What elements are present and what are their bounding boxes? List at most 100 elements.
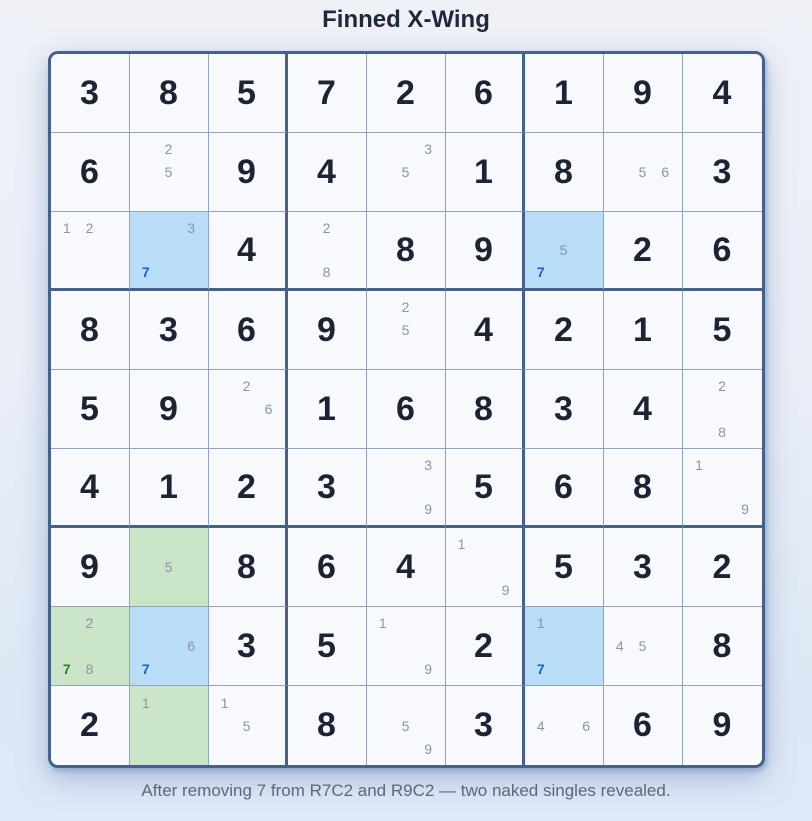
cell-r4c2[interactable]: 3 bbox=[129, 291, 209, 370]
given-digit: 9 bbox=[80, 547, 99, 586]
cell-r1c6[interactable]: 6 bbox=[445, 54, 525, 133]
given-digit: 4 bbox=[317, 152, 336, 191]
given-digit: 2 bbox=[237, 467, 256, 506]
cell-r9c4[interactable]: 8 bbox=[287, 686, 367, 765]
cell-r3c8[interactable]: 2 bbox=[603, 212, 683, 291]
cell-r1c7[interactable]: 1 bbox=[524, 54, 604, 133]
cell-r6c8[interactable]: 8 bbox=[603, 449, 683, 528]
cell-r8c9[interactable]: 8 bbox=[682, 607, 762, 686]
given-digit: 5 bbox=[237, 73, 256, 112]
cell-r4c9[interactable]: 5 bbox=[682, 291, 762, 370]
cell-r5c8[interactable]: 4 bbox=[603, 370, 683, 449]
cell-r7c3[interactable]: 8 bbox=[208, 528, 288, 607]
given-digit: 9 bbox=[712, 706, 732, 744]
cell-r3c3[interactable]: 4 bbox=[208, 212, 288, 291]
cell-r6c1[interactable]: 4 bbox=[50, 449, 130, 528]
cell-r3c9[interactable]: 6 bbox=[682, 212, 762, 291]
cell-r4c4[interactable]: 9 bbox=[287, 291, 367, 370]
cell-r6c6[interactable]: 5 bbox=[445, 449, 525, 528]
cell-r2c7[interactable]: 8 bbox=[524, 133, 604, 212]
cell-r4c7[interactable]: 2 bbox=[524, 291, 604, 370]
cell-r7c5[interactable]: 4 bbox=[366, 528, 446, 607]
cell-r8c3[interactable]: 3 bbox=[208, 607, 288, 686]
cell-r3c6[interactable]: 9 bbox=[445, 212, 525, 291]
cell-r9c6[interactable]: 3 bbox=[445, 686, 525, 765]
given-digit: 2 bbox=[554, 310, 573, 349]
cell-r1c8[interactable]: 9 bbox=[603, 54, 683, 133]
cell-r9c1[interactable]: 2 bbox=[50, 686, 130, 765]
cell-r2c1[interactable]: 6 bbox=[50, 133, 130, 212]
cell-r7c1[interactable]: 9 bbox=[50, 528, 130, 607]
cell-r9c9[interactable]: 9 bbox=[682, 686, 762, 765]
cell-r1c2[interactable]: 8 bbox=[129, 54, 209, 133]
cell-r4c3[interactable]: 6 bbox=[208, 291, 288, 370]
cell-r1c5[interactable]: 2 bbox=[366, 54, 446, 133]
candidate-8: 8 bbox=[718, 423, 726, 440]
cell-r2c6[interactable]: 1 bbox=[445, 133, 525, 212]
cell-r7c7[interactable]: 5 bbox=[524, 528, 604, 607]
cell-r5c5[interactable]: 6 bbox=[366, 370, 446, 449]
cell-r2c3[interactable]: 9 bbox=[208, 133, 288, 212]
cell-r2c9[interactable]: 3 bbox=[682, 133, 762, 212]
cell-r5c7[interactable]: 3 bbox=[524, 370, 604, 449]
cell-r6c7[interactable]: 6 bbox=[524, 449, 604, 528]
cell-r5c6[interactable]: 8 bbox=[445, 370, 525, 449]
cell-r8c4[interactable]: 5 bbox=[287, 607, 367, 686]
candidate-3: 3 bbox=[424, 457, 433, 473]
cell-r4c6[interactable]: 4 bbox=[445, 291, 525, 370]
candidate-9: 9 bbox=[501, 581, 510, 598]
cell-r5c2[interactable]: 9 bbox=[129, 370, 209, 449]
given-digit: 3 bbox=[474, 706, 493, 744]
cell-r5c4[interactable]: 1 bbox=[287, 370, 367, 449]
candidate-8: 8 bbox=[85, 660, 94, 677]
given-digit: 4 bbox=[80, 467, 99, 506]
cell-r1c4[interactable]: 7 bbox=[287, 54, 367, 133]
cell-r3c5[interactable]: 8 bbox=[366, 212, 446, 291]
cell-r4c1[interactable]: 8 bbox=[50, 291, 130, 370]
cell-r7c2[interactable]: 5 bbox=[129, 528, 209, 607]
cell-r8c6[interactable]: 2 bbox=[445, 607, 525, 686]
cell-r9c8[interactable]: 6 bbox=[603, 686, 683, 765]
cell-r7c8[interactable]: 3 bbox=[603, 528, 683, 607]
cell-r9c2[interactable]: 1 bbox=[129, 686, 209, 765]
cell-r6c4[interactable]: 3 bbox=[287, 449, 367, 528]
cell-r7c9[interactable]: 2 bbox=[682, 528, 762, 607]
cell-r1c3[interactable]: 5 bbox=[208, 54, 288, 133]
candidate-7: 7 bbox=[141, 660, 150, 677]
given-digit: 3 bbox=[712, 152, 732, 191]
candidate-1: 1 bbox=[695, 457, 703, 473]
cell-r7c4[interactable]: 6 bbox=[287, 528, 367, 607]
cell-r5c1[interactable]: 5 bbox=[50, 370, 130, 449]
cell-r6c2[interactable]: 1 bbox=[129, 449, 209, 528]
cell-r1c1[interactable]: 3 bbox=[50, 54, 130, 133]
cell-r1c9[interactable]: 4 bbox=[682, 54, 762, 133]
cell-r2c4[interactable]: 4 bbox=[287, 133, 367, 212]
cell-r6c3[interactable]: 2 bbox=[208, 449, 288, 528]
given-digit: 4 bbox=[633, 389, 652, 428]
cell-r4c8[interactable]: 1 bbox=[603, 291, 683, 370]
